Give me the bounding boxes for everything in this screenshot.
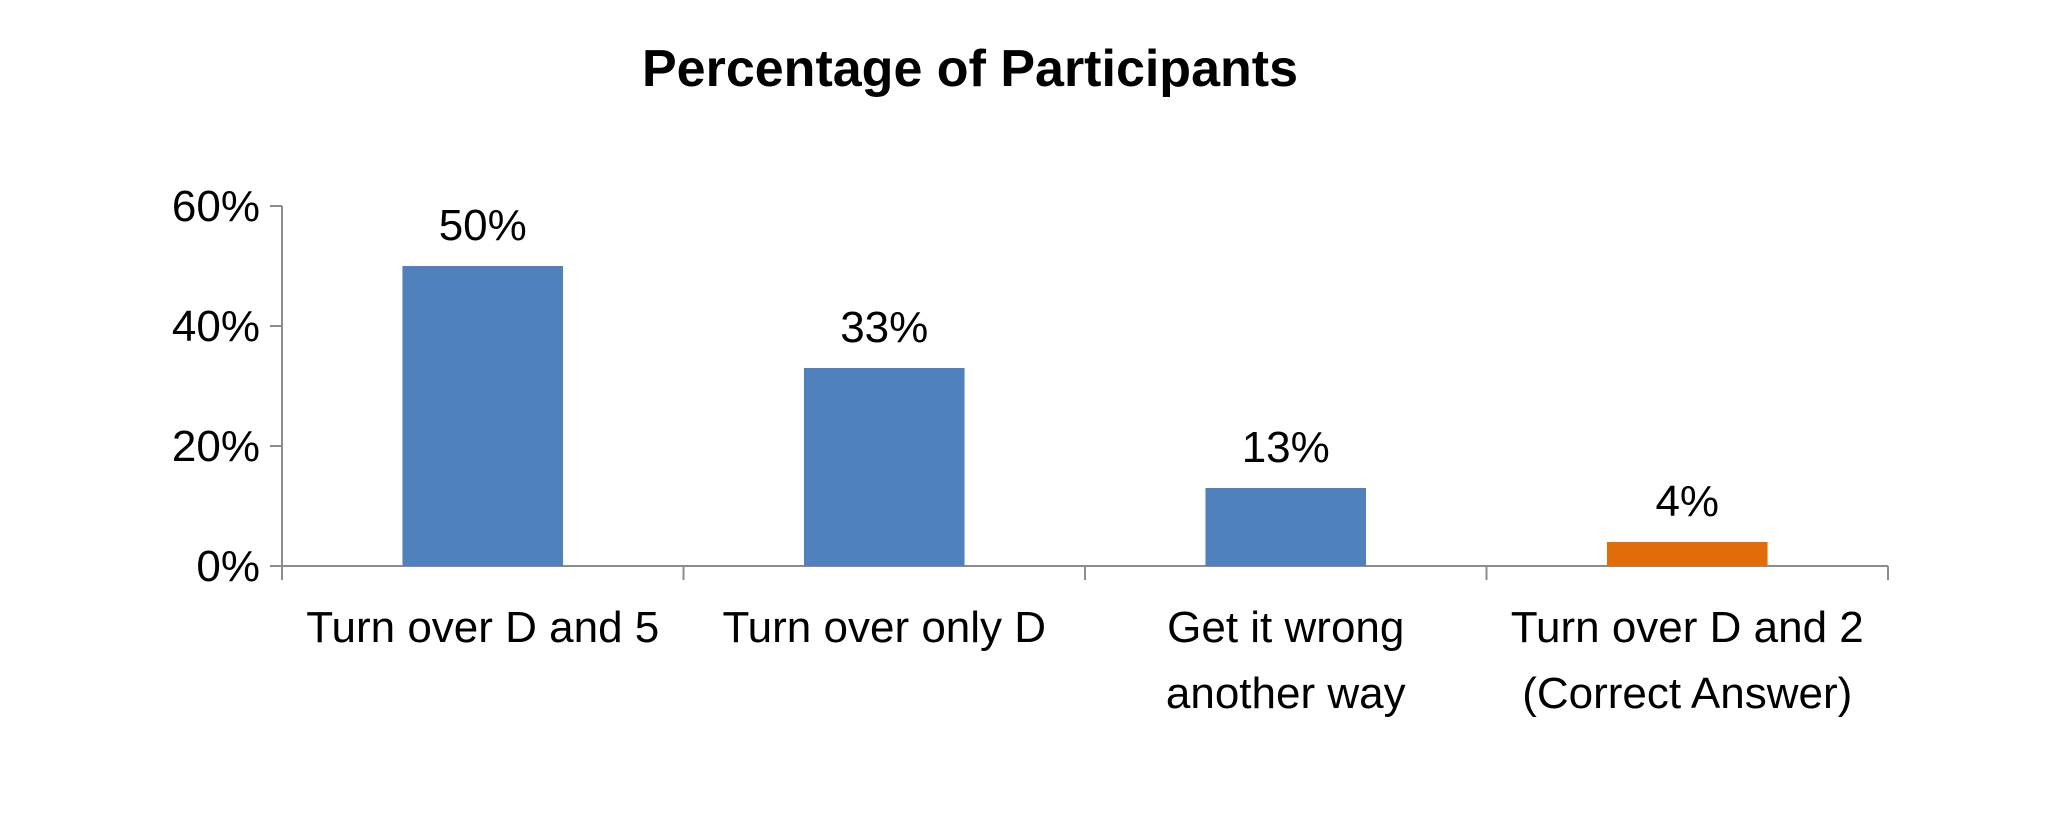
y-axis: 0% 20% 40% 60% — [172, 182, 283, 591]
data-label: 13% — [1242, 423, 1330, 472]
bar — [402, 266, 564, 566]
bar — [803, 368, 965, 566]
category-label-line: Get it wrong — [1167, 603, 1404, 652]
y-tick-label: 60% — [172, 182, 260, 231]
y-tick-label: 40% — [172, 302, 260, 351]
category-labels: Turn over D and 5 Turn over only D Get it … — [306, 603, 1864, 718]
category-label-line: Turn over D and 2 — [1511, 603, 1864, 652]
bar — [1606, 542, 1768, 566]
category-label-line: (Correct Answer) — [1522, 669, 1852, 718]
y-tick-label: 20% — [172, 422, 260, 471]
bar — [1205, 488, 1367, 566]
y-tick-label: 0% — [196, 542, 260, 591]
category-label: Get it wrong another way — [1166, 603, 1406, 718]
x-axis — [281, 565, 1889, 580]
data-label: 33% — [840, 303, 928, 352]
category-label-line: Turn over D and 5 — [306, 603, 659, 652]
chart-title: Percentage of Participants — [642, 40, 1298, 98]
category-label: Turn over only D — [722, 603, 1046, 652]
bars — [402, 266, 1768, 566]
category-label: Turn over D and 2 (Correct Answer) — [1511, 603, 1864, 718]
category-label-line: another way — [1166, 669, 1406, 718]
category-label-line: Turn over only D — [722, 603, 1046, 652]
category-label: Turn over D and 5 — [306, 603, 659, 652]
data-labels: 50% 33% 13% 4% — [439, 201, 1719, 526]
data-label: 4% — [1655, 477, 1719, 526]
data-label: 50% — [439, 201, 527, 250]
